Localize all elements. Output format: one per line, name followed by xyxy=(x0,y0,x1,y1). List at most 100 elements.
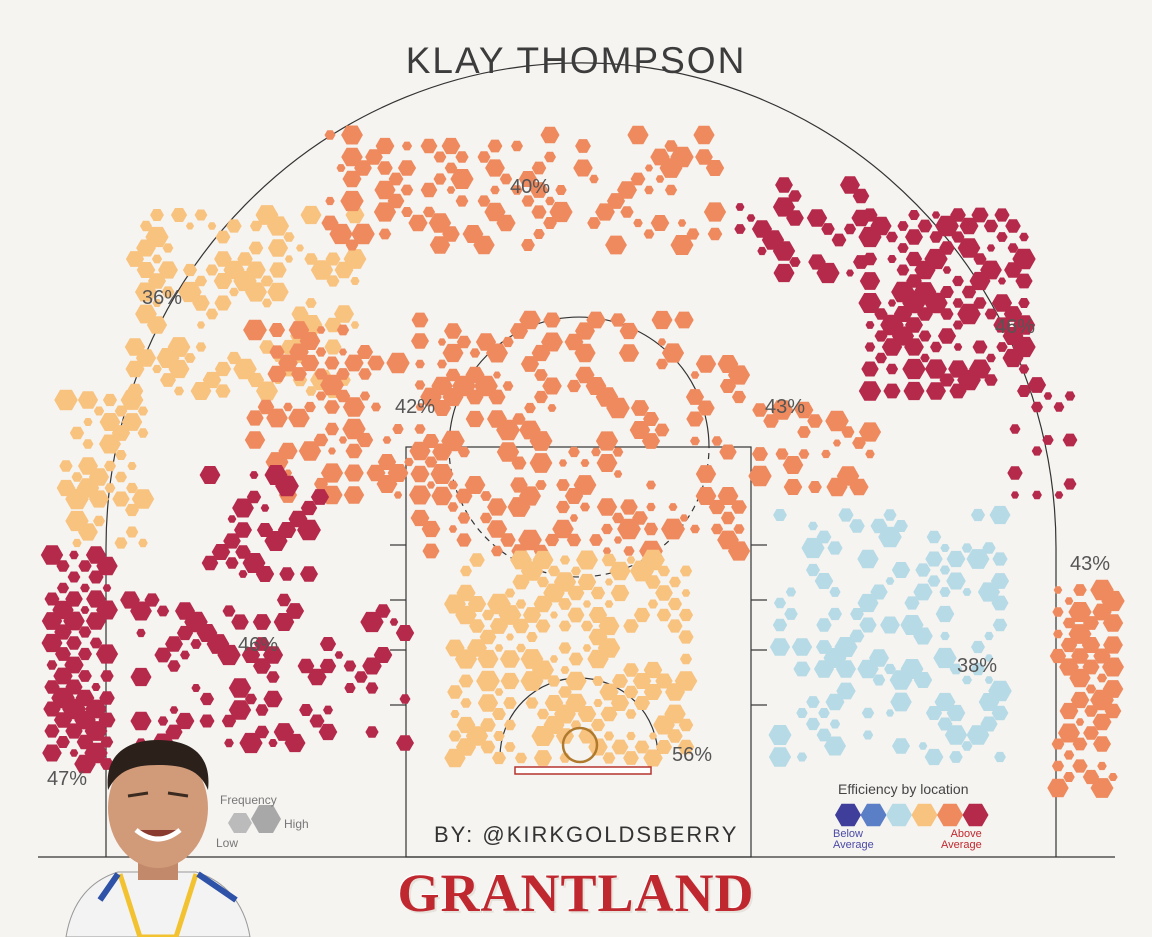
hex-bin xyxy=(996,342,1008,352)
hex-bin xyxy=(1053,629,1063,639)
hex-bin xyxy=(610,313,626,327)
hex-bin xyxy=(969,271,991,291)
hex-bin xyxy=(827,541,843,555)
hex-bin xyxy=(283,402,293,412)
hex-bin xyxy=(520,561,544,581)
hex-bin xyxy=(610,695,630,711)
hex-bin xyxy=(1108,773,1118,781)
hex-bin xyxy=(351,223,375,245)
hex-bin xyxy=(757,246,767,256)
hex-bin xyxy=(773,509,787,521)
hex-bin xyxy=(444,162,458,174)
hex-bin xyxy=(262,298,272,308)
hex-bin xyxy=(678,608,694,622)
hex-bin xyxy=(509,323,529,339)
hex-bin xyxy=(550,611,558,619)
hex-bin xyxy=(441,137,461,155)
hex-bin xyxy=(395,625,415,641)
hex-bin xyxy=(267,365,287,383)
hex-bin xyxy=(582,644,592,652)
hex-bin xyxy=(937,328,957,344)
hex-bin xyxy=(222,605,236,617)
efficiency-scale-hex xyxy=(886,803,912,827)
hex-bin xyxy=(450,169,474,189)
hex-bin xyxy=(180,650,190,660)
hex-bin xyxy=(512,618,530,634)
hex-bin xyxy=(504,719,516,731)
hex-bin xyxy=(93,406,105,416)
hex-bin xyxy=(184,353,196,363)
hex-bin xyxy=(949,751,963,763)
hex-bin xyxy=(693,125,715,145)
hex-bin xyxy=(589,534,603,546)
hex-bin xyxy=(304,401,316,413)
hex-bin xyxy=(685,389,705,405)
hex-bin xyxy=(300,500,318,516)
hex-bin xyxy=(457,512,471,524)
hex-bin xyxy=(320,374,344,396)
hex-bin xyxy=(1083,726,1099,740)
hex-bin xyxy=(772,241,796,261)
hex-bin xyxy=(316,326,326,334)
hex-bin xyxy=(935,215,959,237)
hex-bin xyxy=(991,705,1009,721)
hex-bin xyxy=(309,714,325,728)
hex-bin xyxy=(661,518,685,540)
hex-bin xyxy=(263,690,283,708)
hex-bin xyxy=(66,636,82,650)
hex-bin xyxy=(291,367,307,381)
hex-bin xyxy=(897,221,909,231)
frequency-high-hex xyxy=(251,805,281,833)
hex-bin xyxy=(479,629,497,645)
hex-bin xyxy=(1018,364,1030,374)
hex-bin xyxy=(238,570,248,578)
hex-bin xyxy=(264,531,288,551)
hex-bin xyxy=(648,732,658,740)
hex-bin xyxy=(927,575,941,587)
hex-bin xyxy=(514,752,528,764)
hex-bin xyxy=(930,341,942,353)
hex-bin xyxy=(993,317,1011,333)
hex-bin xyxy=(255,704,269,716)
hex-bin xyxy=(456,533,472,547)
hex-bin xyxy=(140,220,152,232)
hex-bin xyxy=(957,303,981,325)
hex-bin xyxy=(690,524,700,534)
hex-bin xyxy=(533,750,553,766)
hex-bin xyxy=(665,683,685,701)
hex-bin xyxy=(664,184,678,196)
hex-bin xyxy=(144,593,160,607)
hex-bin xyxy=(816,728,832,742)
hex-bin xyxy=(926,382,946,400)
hex-bin xyxy=(486,520,508,538)
hex-bin xyxy=(547,565,561,577)
hex-bin xyxy=(512,413,526,425)
hex-bin xyxy=(248,241,264,255)
hex-bin xyxy=(708,499,726,515)
hex-bin xyxy=(46,660,58,670)
hex-bin xyxy=(154,647,172,663)
hex-bin xyxy=(296,244,304,252)
hex-bin xyxy=(659,158,683,178)
hex-bin xyxy=(175,712,195,730)
hex-bin xyxy=(609,561,631,581)
hex-bin xyxy=(625,709,637,719)
hex-bin xyxy=(859,272,881,290)
hex-bin xyxy=(195,342,207,352)
hex-bin xyxy=(426,481,436,489)
three-point-arc xyxy=(105,62,1057,549)
hex-bin xyxy=(788,190,802,202)
hex-bin xyxy=(114,537,128,549)
hex-bin xyxy=(653,715,675,735)
hex-bin xyxy=(422,543,440,559)
hex-bin xyxy=(266,671,280,683)
hex-bin xyxy=(849,478,869,496)
hex-bin xyxy=(858,422,882,442)
hex-bin xyxy=(1072,737,1088,751)
hex-bin xyxy=(112,491,130,507)
hex-bin xyxy=(668,503,678,511)
hex-bin xyxy=(918,330,932,342)
hex-bin xyxy=(53,712,73,728)
hex-bin xyxy=(978,693,1000,711)
hex-bin xyxy=(623,619,639,633)
